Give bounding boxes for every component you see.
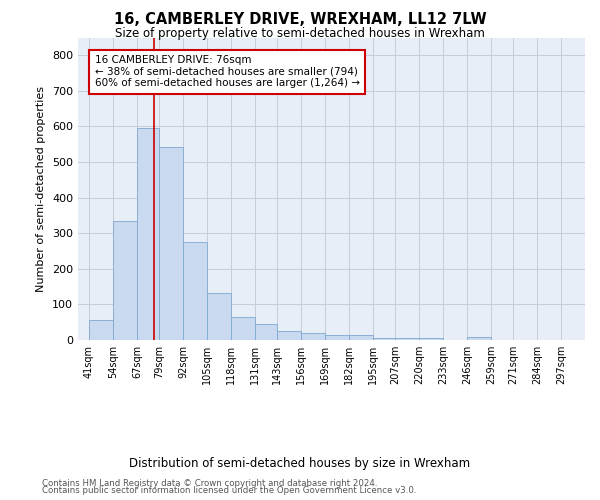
Bar (137, 128, 159, 340)
Bar (208, 292, 231, 340)
Bar (113, 221, 137, 340)
Text: 16, CAMBERLEY DRIVE, WREXHAM, LL12 7LW: 16, CAMBERLEY DRIVE, WREXHAM, LL12 7LW (113, 12, 487, 28)
Bar (395, 338, 419, 340)
Bar (231, 317, 255, 340)
Text: Distribution of semi-detached houses by size in Wrexham: Distribution of semi-detached houses by … (130, 458, 470, 470)
Bar (349, 334, 373, 340)
Bar (467, 337, 491, 340)
Bar (301, 333, 325, 340)
Bar (255, 324, 277, 340)
Text: Contains HM Land Registry data © Crown copyright and database right 2024.: Contains HM Land Registry data © Crown c… (42, 478, 377, 488)
Bar (277, 330, 301, 340)
Bar (325, 334, 349, 340)
Text: Size of property relative to semi-detached houses in Wrexham: Size of property relative to semi-detach… (115, 28, 485, 40)
Text: Contains public sector information licensed under the Open Government Licence v3: Contains public sector information licen… (42, 486, 416, 495)
Bar (184, 242, 207, 340)
Text: 16 CAMBERLEY DRIVE: 76sqm
← 38% of semi-detached houses are smaller (794)
60% of: 16 CAMBERLEY DRIVE: 76sqm ← 38% of semi-… (95, 56, 359, 88)
Bar (419, 338, 443, 340)
Bar (89, 320, 113, 340)
Bar (373, 338, 395, 340)
Bar (160, 147, 183, 340)
Y-axis label: Number of semi-detached properties: Number of semi-detached properties (37, 86, 46, 292)
